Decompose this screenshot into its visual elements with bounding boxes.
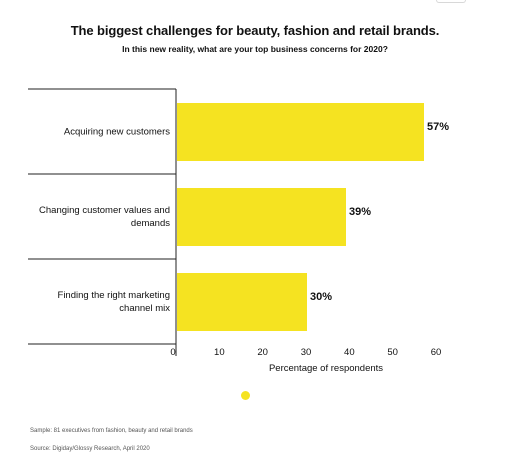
x-tick-label: 50 [387,347,398,358]
data-label: 30% [310,291,332,303]
chart-title: The biggest challenges for beauty, fashi… [70,23,440,38]
category-label: channel mix [119,303,170,314]
category-label: Changing customer values and [39,205,170,216]
data-label: 57% [427,121,449,133]
pagination-dot[interactable] [241,391,250,400]
chart-subtitle: In this new reality, what are your top b… [122,44,388,54]
bar [177,188,346,246]
x-tick-label: 60 [431,347,442,358]
category-label: demands [131,218,170,229]
source-note: Source: Digiday/Glossy Research, April 2… [30,446,150,452]
corner-frame [436,0,466,3]
x-tick-label: 10 [214,347,225,358]
bar [177,273,307,331]
data-label: 39% [349,206,371,218]
sample-note: Sample: 81 executives from fashion, beau… [30,428,193,434]
x-tick-label: 20 [257,347,268,358]
x-tick-label: 30 [301,347,312,358]
category-label: Acquiring new customers [64,127,170,138]
x-tick-label: 40 [344,347,355,358]
x-axis-title: Percentage of respondents [269,363,383,374]
bar [177,103,424,161]
category-label: Finding the right marketing [58,290,170,301]
x-tick-label: 0 [170,347,175,358]
